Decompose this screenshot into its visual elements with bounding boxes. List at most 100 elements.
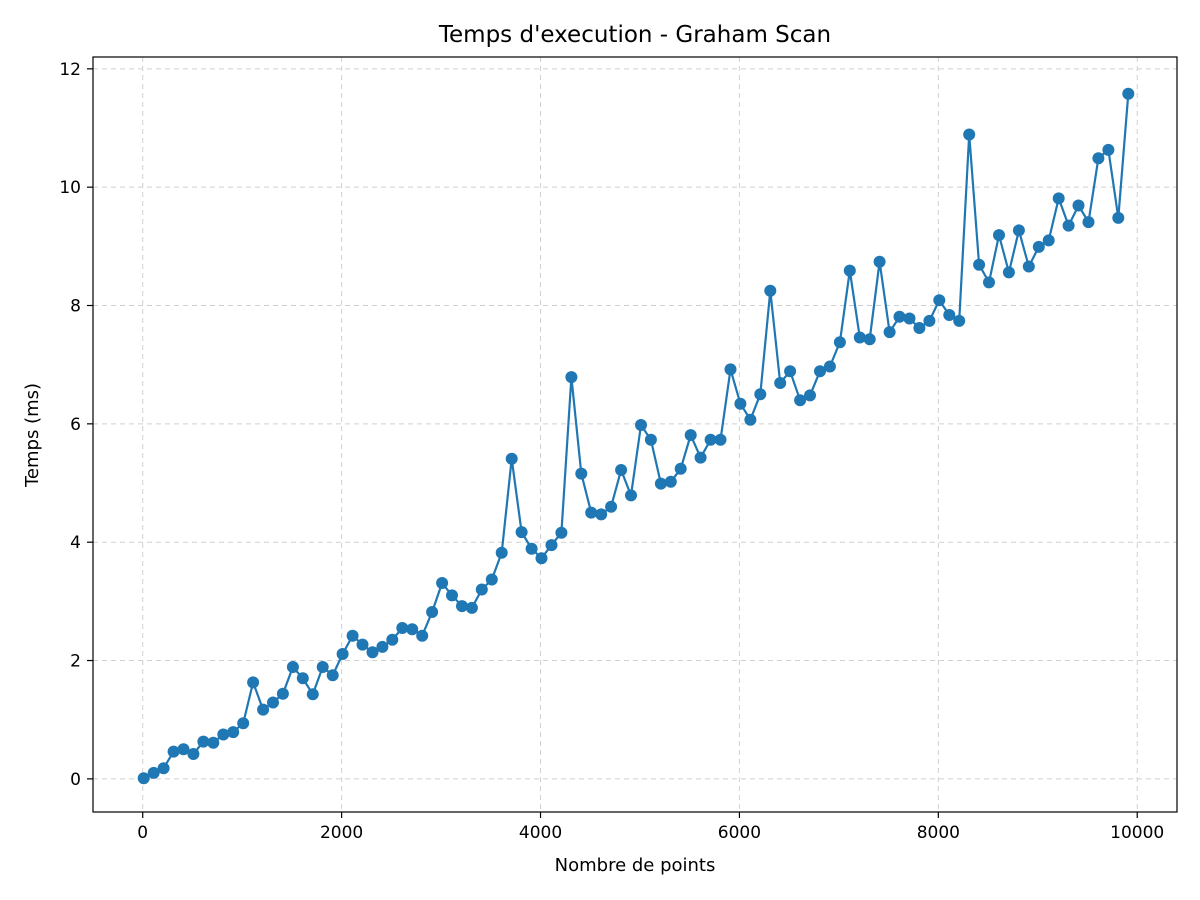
data-point (983, 276, 995, 289)
data-point (814, 365, 826, 378)
y-tick-label: 4 (70, 533, 81, 553)
data-point (306, 688, 319, 701)
data-point (525, 542, 538, 555)
y-axis-label: Temps (ms) (22, 383, 43, 488)
data-point (804, 389, 816, 402)
data-point (247, 676, 260, 689)
data-point (147, 766, 160, 779)
chart-title: Temps d'execution - Graham Scan (438, 22, 831, 48)
data-point (316, 661, 329, 673)
data-point (913, 322, 926, 334)
data-point (386, 633, 399, 646)
y-axis: 0 2 4 6 8 10 12 (59, 60, 93, 790)
data-point (485, 573, 498, 586)
data-point (833, 336, 846, 349)
data-point (873, 255, 886, 268)
data-point (575, 467, 588, 480)
series-line (143, 93, 1130, 780)
data-point (505, 452, 518, 465)
y-tick-label: 12 (59, 60, 81, 80)
data-point (1072, 199, 1085, 212)
data-point (217, 728, 230, 741)
data-point (456, 600, 468, 613)
data-point (326, 669, 339, 682)
x-axis: 0 2000 4000 6000 8000 10000 (137, 812, 1164, 843)
data-point (257, 703, 270, 716)
data-point (436, 577, 449, 589)
data-point (704, 433, 717, 446)
data-point (366, 646, 379, 659)
data-point (1122, 87, 1135, 100)
x-tick-label: 6000 (718, 823, 761, 843)
data-point (336, 648, 349, 660)
data-point (346, 629, 359, 642)
grid-lines (93, 57, 1177, 812)
y-tick-label: 8 (70, 297, 81, 317)
data-point (1102, 143, 1115, 156)
data-point (794, 394, 807, 407)
data-point (187, 748, 200, 760)
x-tick-label: 10000 (1110, 823, 1164, 843)
data-point (495, 546, 508, 559)
data-point (157, 762, 170, 775)
data-point (684, 429, 697, 442)
data-point (426, 606, 439, 618)
plot-frame (92, 56, 1178, 813)
data-point (1012, 224, 1025, 237)
data-point (923, 314, 936, 327)
data-point (1092, 152, 1105, 165)
data-point (585, 506, 598, 519)
y-tick-label: 0 (70, 770, 81, 790)
data-point (714, 433, 727, 446)
y-tick-label: 10 (59, 178, 81, 198)
data-point (694, 451, 707, 464)
data-point (853, 331, 866, 344)
data-point (1042, 234, 1055, 247)
y-tick-label: 6 (70, 415, 81, 435)
x-tick-label: 8000 (917, 823, 960, 843)
data-point (625, 489, 637, 502)
data-point (376, 640, 389, 653)
data-point (863, 333, 876, 346)
data-point (744, 413, 757, 426)
x-tick-label: 4000 (519, 823, 562, 843)
data-point (1062, 219, 1075, 232)
series-layer (137, 87, 1135, 785)
data-point (774, 377, 787, 389)
data-point (396, 622, 409, 634)
data-point (724, 363, 737, 376)
data-point (754, 388, 767, 401)
data-point (943, 309, 956, 321)
data-point (973, 258, 986, 271)
data-point (674, 462, 687, 475)
data-point (475, 583, 488, 596)
data-point (993, 229, 1005, 242)
data-point (207, 736, 220, 749)
data-point (416, 629, 429, 642)
data-point (953, 314, 966, 327)
data-point (893, 310, 906, 323)
data-point (784, 365, 797, 378)
data-point (227, 726, 240, 739)
data-point (267, 696, 279, 709)
data-point (1002, 266, 1015, 279)
data-point (963, 128, 976, 141)
data-point (565, 371, 578, 384)
data-point (883, 326, 896, 339)
data-point (605, 500, 618, 513)
data-point (635, 419, 647, 431)
x-axis-label: Nombre de points (555, 855, 716, 876)
data-point (406, 623, 419, 636)
x-tick-label: 2000 (320, 823, 363, 843)
data-point (654, 477, 667, 490)
data-point (1112, 211, 1125, 224)
data-point (137, 772, 150, 785)
data-point (197, 735, 210, 748)
data-point (595, 508, 608, 521)
data-point (1022, 260, 1035, 273)
data-point (515, 526, 528, 539)
data-point (465, 601, 478, 614)
data-point (555, 526, 568, 539)
data-point (1082, 216, 1095, 229)
data-point (276, 687, 289, 700)
